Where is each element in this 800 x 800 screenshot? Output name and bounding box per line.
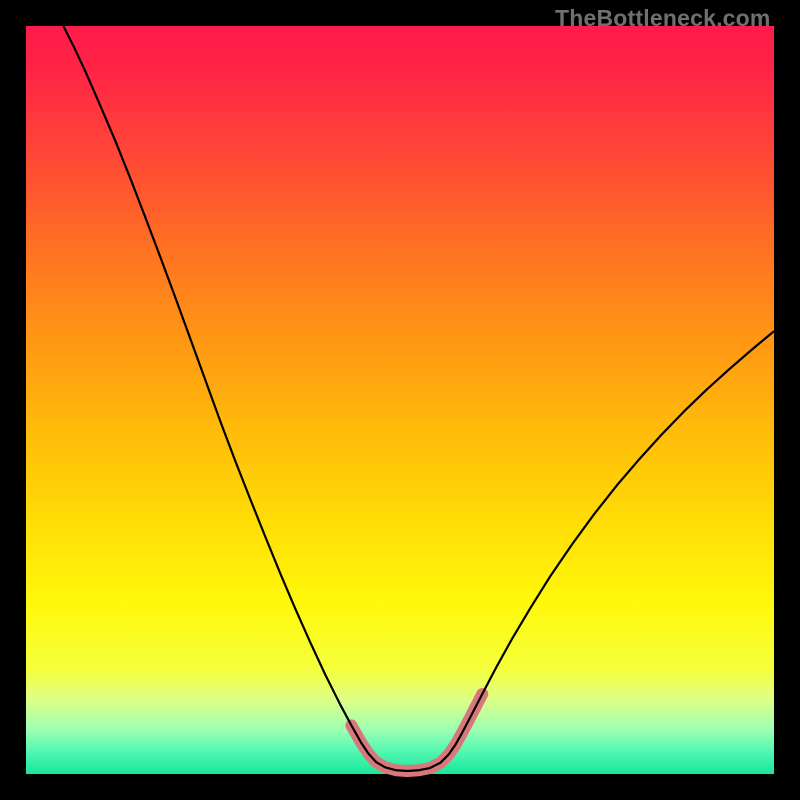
watermark-text: TheBottleneck.com xyxy=(555,5,771,32)
chart-background-gradient xyxy=(26,26,774,774)
